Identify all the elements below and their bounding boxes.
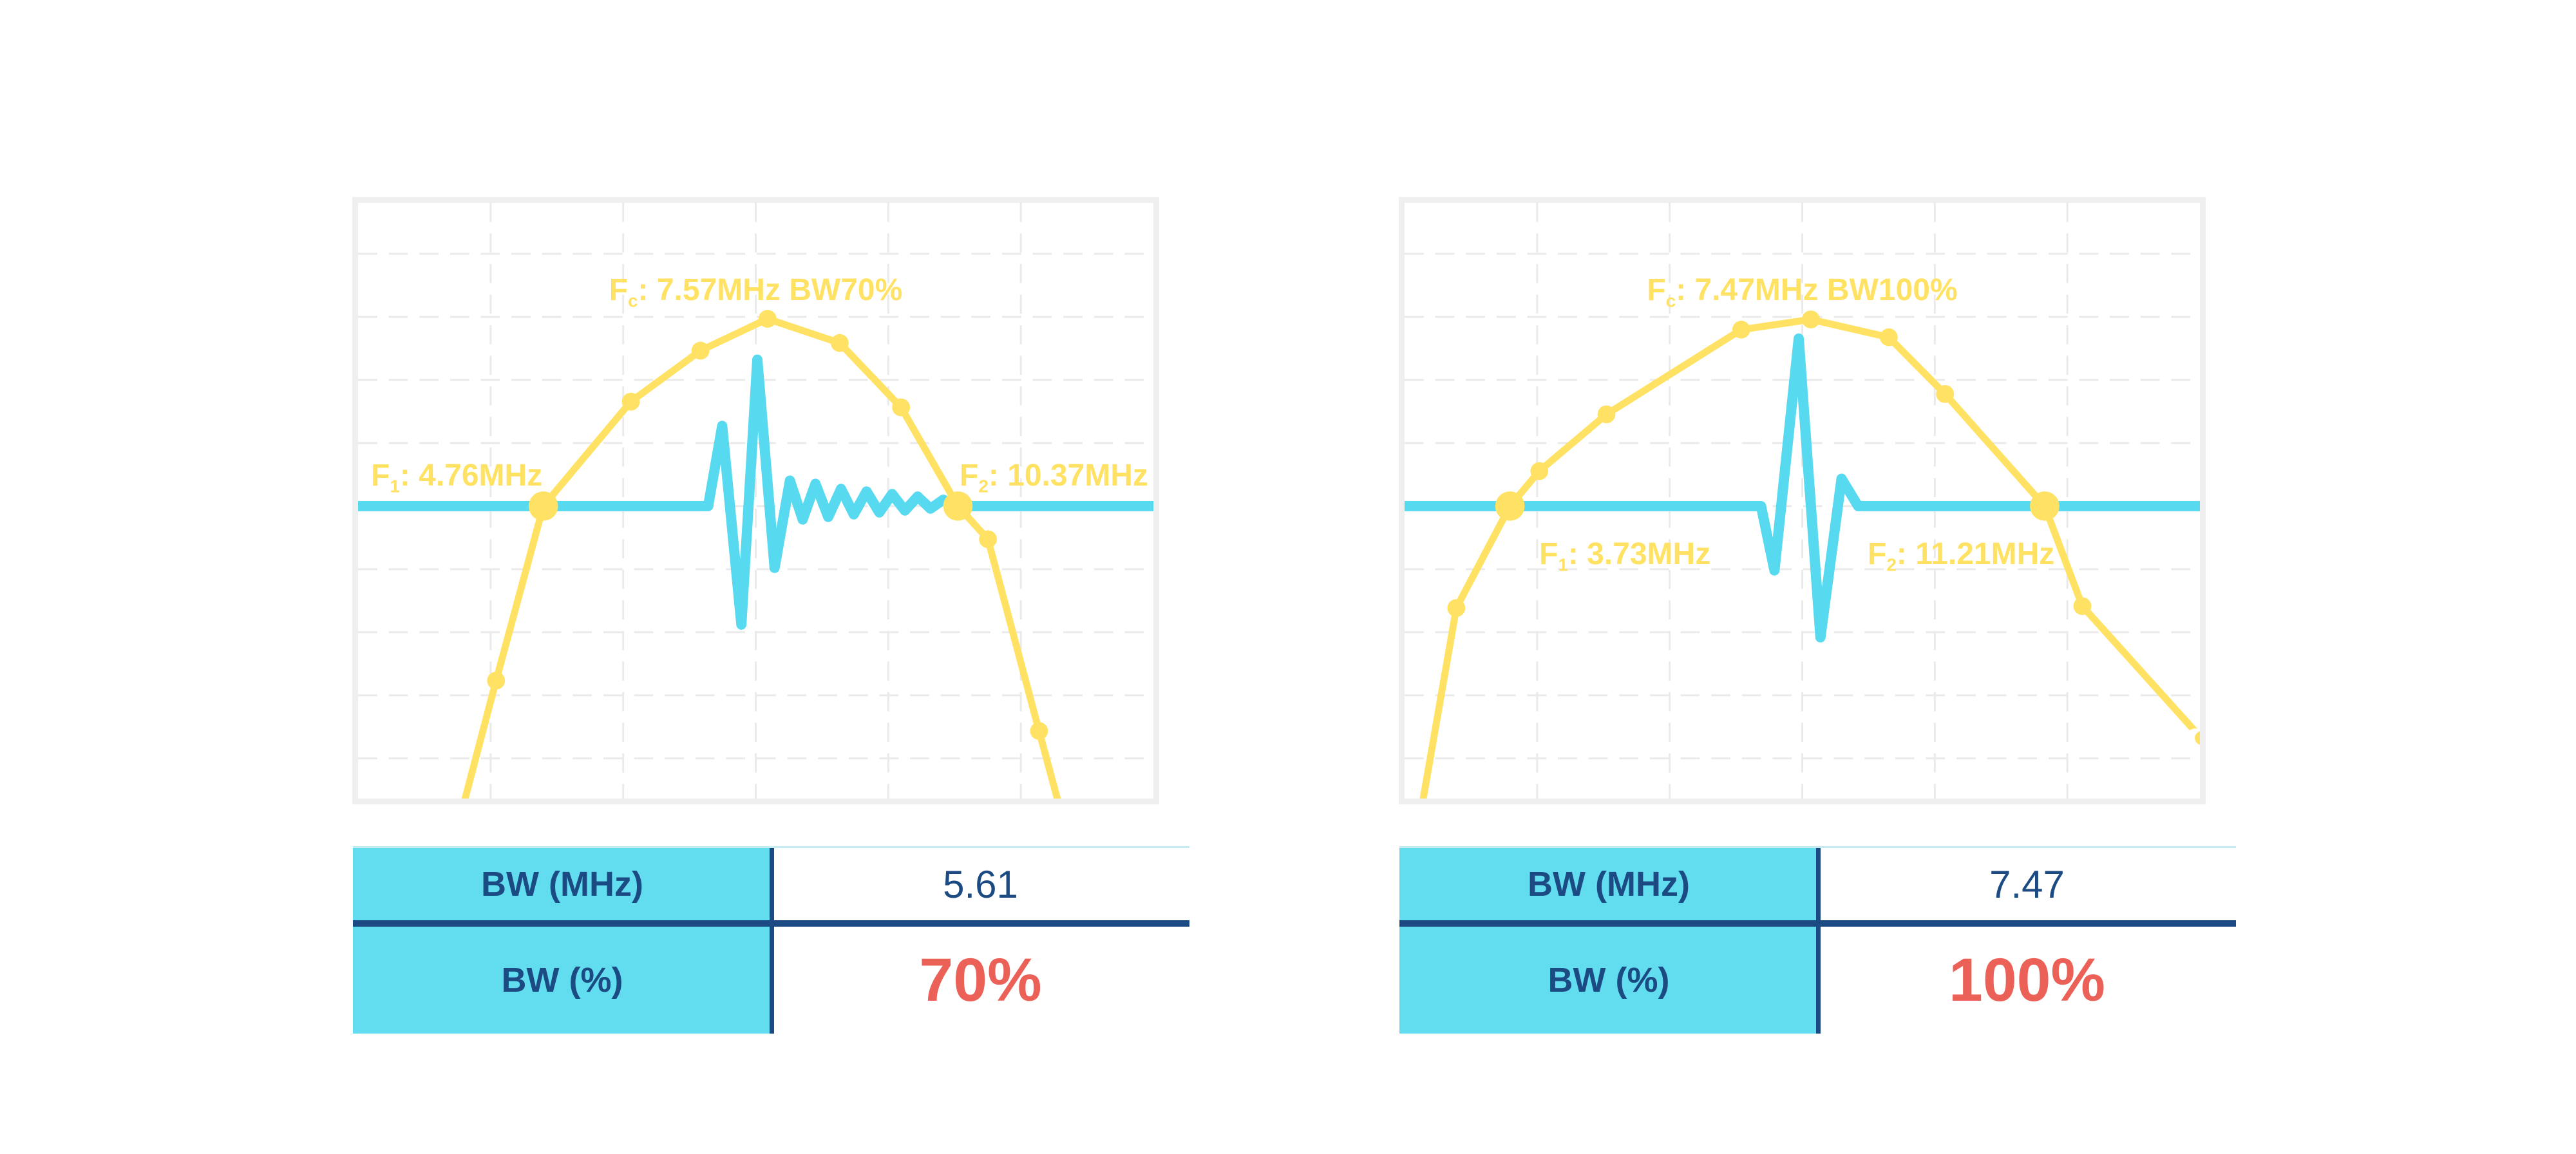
fc-value-text: : 7.57MHz BW70% <box>638 273 903 307</box>
bw-pct-header-cell: BW (%) <box>353 927 772 1034</box>
f2-subscript: 2 <box>1886 554 1897 575</box>
f1-symbol: F <box>1539 537 1558 571</box>
f2-subscript: 2 <box>978 476 989 497</box>
bandwidth-table-bw70: BW (MHz) 5.61 BW (%) 70% <box>353 846 1189 1034</box>
fc-symbol: F <box>1647 273 1666 307</box>
fc-subscript: c <box>628 290 638 311</box>
spectrum-chart-bw70 <box>358 203 1153 799</box>
table-column-divider <box>1816 848 1821 1034</box>
f2-frequency-label: F2: 10.37MHz <box>960 458 1148 497</box>
fc-subscript: c <box>1665 290 1676 311</box>
spectrum-chart-bw100 <box>1405 203 2200 799</box>
fc-symbol: F <box>609 273 629 307</box>
bandwidth-table-bw100: BW (MHz) 7.47 BW (%) 100% <box>1399 846 2236 1034</box>
f2-value-text: : 11.21MHz <box>1896 537 2055 571</box>
table-row: BW (%) 100% <box>1399 927 2236 1034</box>
bw-mhz-header-cell: BW (MHz) <box>353 848 772 920</box>
f1-subscript: 1 <box>390 476 400 497</box>
table-row: BW (%) 70% <box>353 927 1189 1034</box>
bw-mhz-value-cell: 5.61 <box>943 862 1018 906</box>
f1-value-text: : 4.76MHz <box>399 459 543 493</box>
f1-frequency-label: F1: 4.76MHz <box>371 458 542 497</box>
f2-value-text: : 10.37MHz <box>988 459 1148 493</box>
table-column-divider <box>770 848 774 1034</box>
panel-bw70: Fc: 7.57MHz BW70% F1: 4.76MHz F2: 10.37M… <box>352 197 1193 1041</box>
panel-bw100: Fc: 7.47MHz BW100% F1: 3.73MHz F2: 11.21… <box>1399 197 2240 1041</box>
center-frequency-label: Fc: 7.57MHz BW70% <box>358 272 1153 312</box>
f1-symbol: F <box>371 459 390 493</box>
spectrum-plot-bw100: Fc: 7.47MHz BW100% F1: 3.73MHz F2: 11.21… <box>1399 197 2206 804</box>
center-frequency-label: Fc: 7.47MHz BW100% <box>1405 272 2200 312</box>
spectrum-plot-bw70: Fc: 7.57MHz BW70% F1: 4.76MHz F2: 10.37M… <box>352 197 1159 804</box>
bw-pct-header-cell: BW (%) <box>1399 927 1818 1034</box>
f1-value-text: : 3.73MHz <box>1567 537 1711 571</box>
bw-mhz-header-cell: BW (MHz) <box>1399 848 1818 920</box>
f1-frequency-label: F1: 3.73MHz <box>1539 536 1710 576</box>
bw-pct-value-cell: 100% <box>1949 945 2105 1014</box>
f1-subscript: 1 <box>1558 554 1568 575</box>
f2-frequency-label: F2: 11.21MHz <box>1868 536 2054 576</box>
fc-value-text: : 7.47MHz BW100% <box>1676 273 1958 307</box>
f2-symbol: F <box>1868 537 1887 571</box>
f2-symbol: F <box>960 459 979 493</box>
bw-pct-value-cell: 70% <box>919 945 1042 1014</box>
bw-mhz-value-cell: 7.47 <box>1989 862 2065 906</box>
